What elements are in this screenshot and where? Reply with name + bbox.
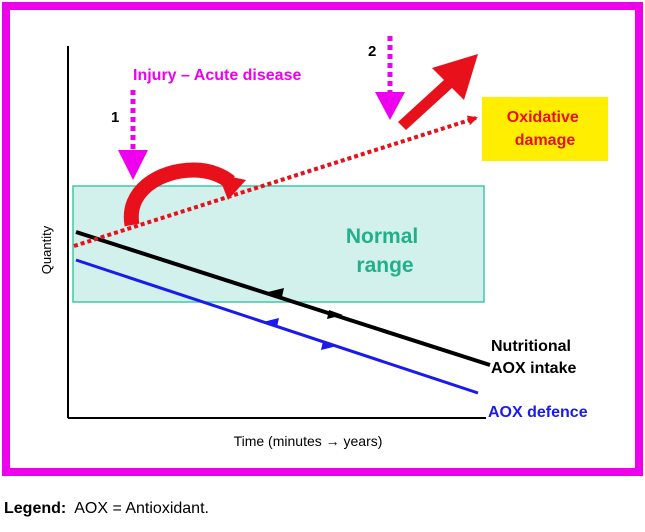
nutritional-aox-label: Nutritional AOX intake	[491, 338, 576, 377]
oxidative-damage-label: Oxidative damage	[507, 109, 583, 149]
marker-2-label: 2	[368, 43, 376, 60]
nutritional-aox-line	[75, 230, 491, 367]
marker-1-down-arrow-icon	[118, 90, 148, 180]
oxidative-stress-diagram: Normal range Quantity Time (minutes → ye…	[39, 36, 608, 449]
large-red-arrow-icon	[398, 54, 478, 130]
oxidative-damage-line	[73, 115, 478, 248]
marker-1-label: 1	[111, 109, 119, 126]
aox-defence-arrow-right-icon	[321, 341, 337, 350]
x-axis-label: Time (minutes → years)	[234, 433, 383, 449]
aox-defence-arrow-left-icon	[263, 318, 279, 327]
legend-label: Legend:	[4, 500, 67, 517]
oxidative-damage-box	[482, 97, 608, 161]
figure-frame: Normal range Quantity Time (minutes → ye…	[2, 2, 643, 476]
nutritional-arrow-left-icon	[268, 288, 284, 297]
y-axis-label: Quantity	[39, 225, 54, 274]
aox-defence-label: AOX defence	[488, 404, 588, 421]
legend: Legend: AOX = Antioxidant.	[4, 500, 209, 518]
injury-label: Injury – Acute disease	[133, 67, 301, 84]
marker-2-down-arrow-icon	[375, 36, 405, 120]
normal-range-label: Normal range	[346, 225, 424, 277]
nutritional-arrow-right-icon	[327, 310, 343, 319]
legend-text: AOX = Antioxidant.	[74, 500, 209, 517]
curved-red-arrow-icon	[123, 162, 246, 227]
